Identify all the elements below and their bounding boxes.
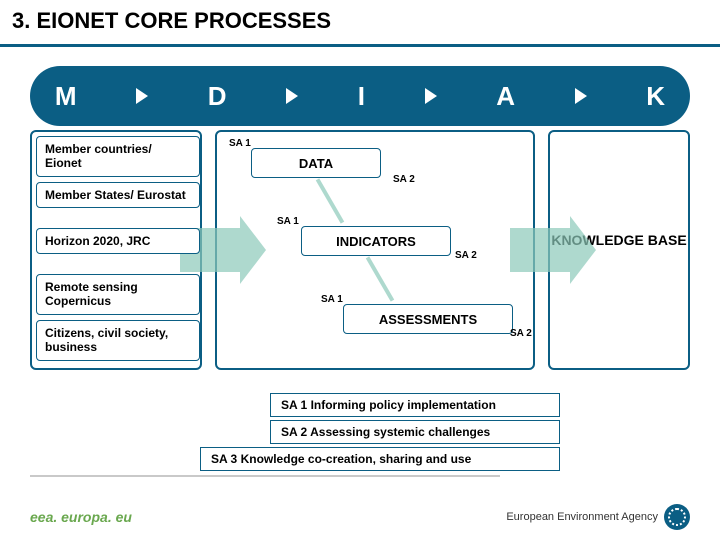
sa1-label: SA 1: [277, 216, 299, 227]
flow-arrow-head: [570, 216, 596, 284]
midiak-letter-k: K: [646, 81, 665, 112]
stage-box: INDICATORS: [301, 226, 451, 256]
midiak-flow-bar: M D I A K: [30, 66, 690, 126]
stage-box: DATA: [251, 148, 381, 178]
midiak-letter-m: M: [55, 81, 77, 112]
site-url: eea. europa. eu: [30, 509, 132, 525]
legend-sa3: SA 3 Knowledge co-creation, sharing and …: [200, 447, 560, 471]
source-box: Horizon 2020, JRC: [36, 228, 200, 254]
source-box: Member States/ Eurostat: [36, 182, 200, 208]
sa2-label: SA 2: [455, 250, 477, 261]
flow-arrow-head: [240, 216, 266, 284]
arrow-icon: [425, 88, 437, 104]
midiak-letter-d: D: [208, 81, 227, 112]
diagram: KNOWLEDGE BASE Member countries/ EionetM…: [30, 130, 690, 400]
footer: eea. europa. eu European Environment Age…: [30, 504, 690, 530]
title-underline: [0, 44, 720, 47]
eea-logo: European Environment Agency: [506, 504, 690, 530]
sa2-label: SA 2: [510, 328, 532, 339]
sa1-label: SA 1: [229, 138, 251, 149]
source-box: Member countries/ Eionet: [36, 136, 200, 177]
arrow-icon: [575, 88, 587, 104]
legend-sa2: SA 2 Assessing systemic challenges: [270, 420, 560, 444]
legend-sa1: SA 1 Informing policy implementation: [270, 393, 560, 417]
eea-org-name: European Environment Agency: [506, 511, 658, 523]
arrow-icon: [136, 88, 148, 104]
midiak-letter-a: A: [496, 81, 515, 112]
page-title: 3. EIONET CORE PROCESSES: [0, 0, 720, 42]
source-box: Citizens, civil society, business: [36, 320, 200, 361]
legend: SA 1 Informing policy implementation SA …: [190, 390, 570, 474]
arrow-icon: [286, 88, 298, 104]
divider: [30, 475, 500, 477]
sa2-label: SA 2: [393, 174, 415, 185]
midiak-letter-i: I: [358, 81, 365, 112]
sa1-label: SA 1: [321, 294, 343, 305]
eea-badge-icon: [664, 504, 690, 530]
source-box: Remote sensing Copernicus: [36, 274, 200, 315]
flow-arrow: [510, 228, 570, 272]
stage-box: ASSESSMENTS: [343, 304, 513, 334]
